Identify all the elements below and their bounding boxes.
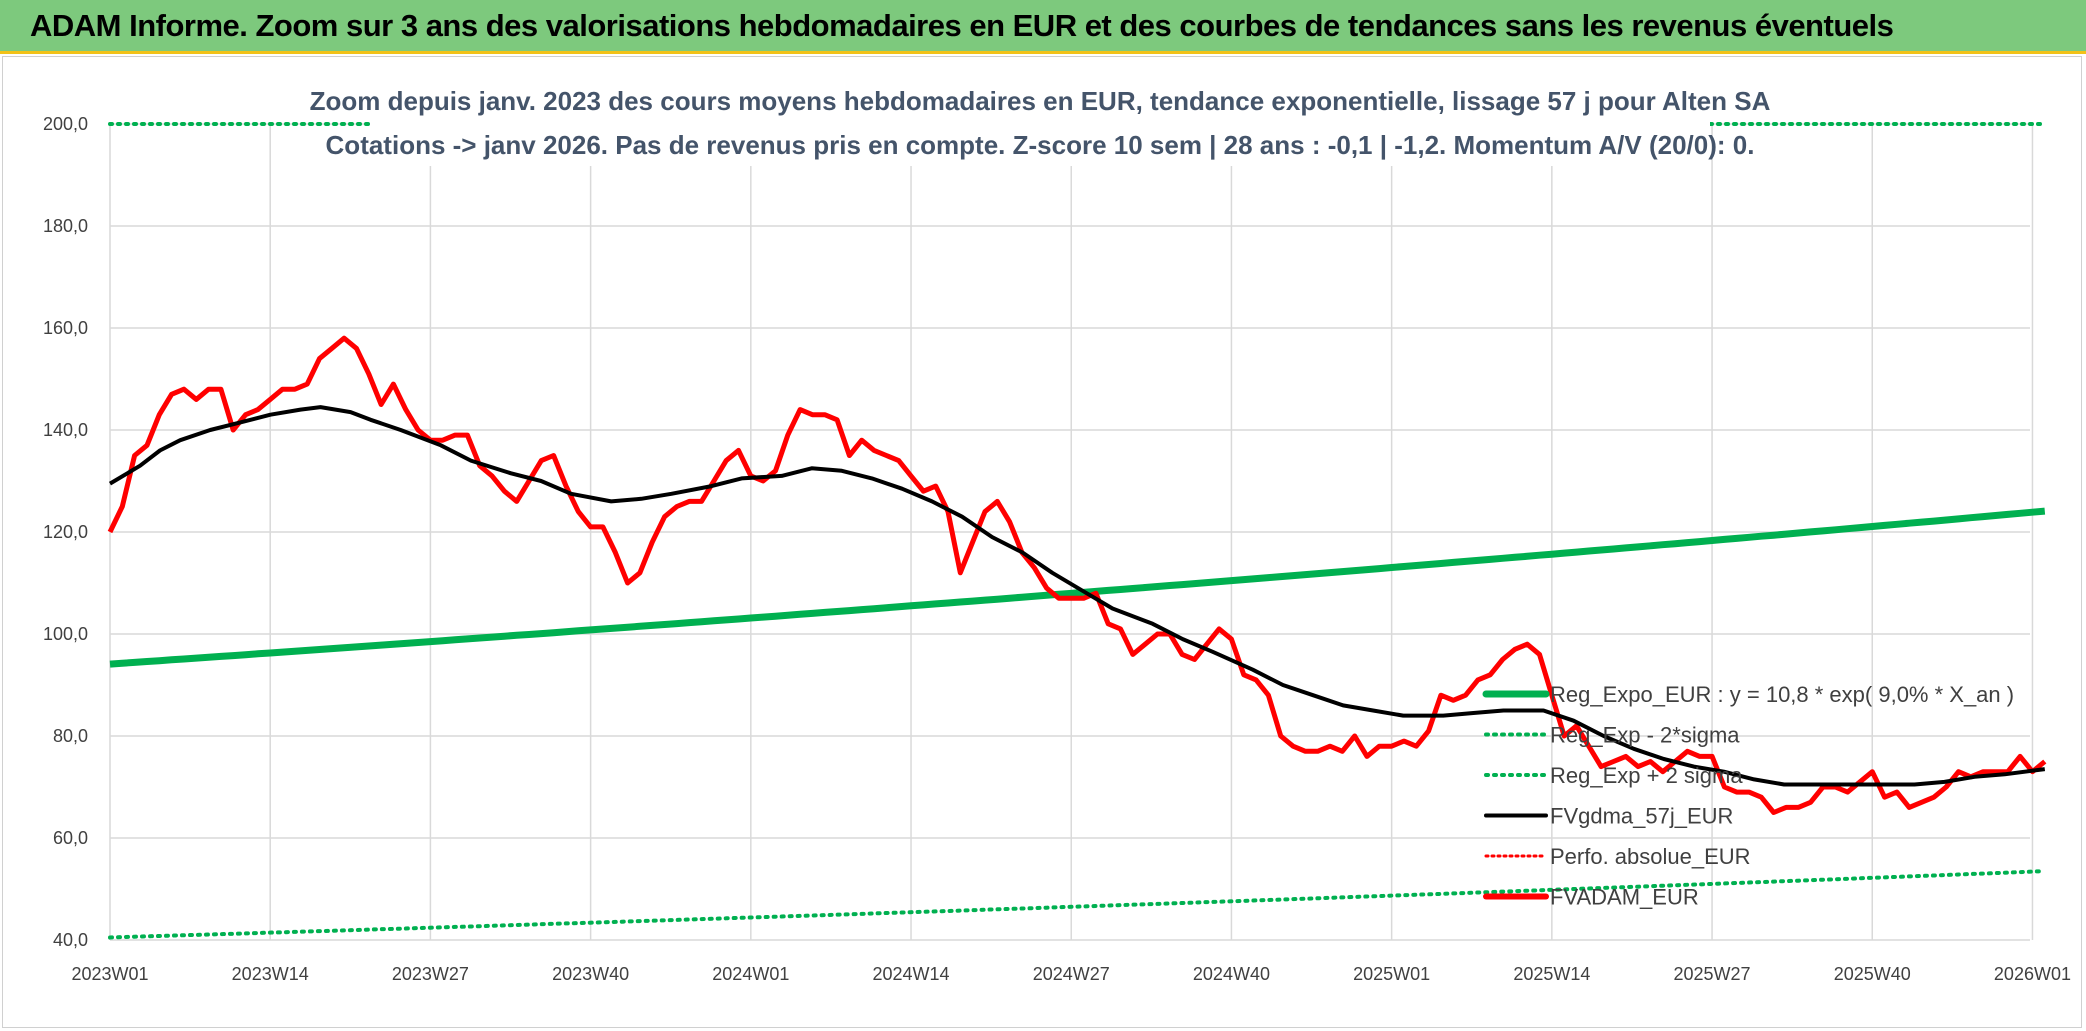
legend-label: FVADAM_EUR	[1550, 885, 1699, 910]
chart-frame	[2, 56, 2082, 1028]
y-tick-label: 100,0	[43, 624, 88, 644]
x-tick-labels: 2023W01 2023W14 2023W27 2023W40 2024W01 2024W…	[71, 964, 2071, 984]
x-tick-label: 2025W27	[1674, 964, 1751, 984]
grid	[109, 123, 2034, 941]
y-tick-label: 180,0	[43, 216, 88, 236]
x-tick-label: 2023W27	[392, 964, 469, 984]
y-tick-label: 140,0	[43, 420, 88, 440]
x-tick-label: 2026W01	[1994, 964, 2071, 984]
legend-label: Reg_Exp + 2 sigma	[1550, 763, 1743, 788]
line-fvadam	[107, 335, 2047, 815]
legend-label: FVgdma_57j_EUR	[1550, 804, 1733, 829]
y-tick-label: 60,0	[53, 828, 88, 848]
legend: Reg_Expo_EUR : y = 10,8 * exp( 9,0% * X_…	[1482, 682, 2014, 910]
series-lines	[107, 122, 2047, 940]
x-tick-label: 2025W14	[1513, 964, 1590, 984]
title-box	[370, 78, 1710, 166]
x-tick-label: 2023W14	[232, 964, 309, 984]
y-tick-labels: 40,0 60,0 80,0 100,0 120,0 140,0 160,0 180,0 200…	[43, 114, 88, 950]
x-tick-label: 2025W40	[1834, 964, 1911, 984]
legend-label: Reg_Exp - 2*sigma	[1550, 723, 1740, 748]
x-tick-label: 2023W40	[552, 964, 629, 984]
x-tick-label: 2024W14	[872, 964, 949, 984]
legend-label: Reg_Expo_EUR : y = 10,8 * exp( 9,0% * X_…	[1550, 682, 2014, 707]
line-fvgdma	[108, 405, 2046, 787]
y-tick-label: 120,0	[43, 522, 88, 542]
y-tick-label: 160,0	[43, 318, 88, 338]
x-tick-label: 2024W40	[1193, 964, 1270, 984]
x-tick-label: 2024W27	[1033, 964, 1110, 984]
y-tick-label: 200,0	[43, 114, 88, 134]
x-tick-label: 2024W01	[712, 964, 789, 984]
banner-title: ADAM Informe. Zoom sur 3 ans des valoris…	[30, 8, 1894, 43]
line-lower-2sigma	[108, 869, 2047, 940]
legend-label: Perfo. absolue_EUR	[1550, 844, 1751, 869]
chart-title: Zoom depuis janv. 2023 des cours moyens …	[310, 86, 1771, 116]
line-reg-expo	[109, 507, 2046, 668]
x-tick-label: 2023W01	[71, 964, 148, 984]
x-tick-label: 2025W01	[1353, 964, 1430, 984]
y-tick-label: 80,0	[53, 726, 88, 746]
chart-subtitle: Cotations -> janv 2026. Pas de revenus p…	[326, 130, 1755, 160]
y-tick-label: 40,0	[53, 930, 88, 950]
banner: ADAM Informe. Zoom sur 3 ans des valoris…	[0, 0, 2086, 54]
